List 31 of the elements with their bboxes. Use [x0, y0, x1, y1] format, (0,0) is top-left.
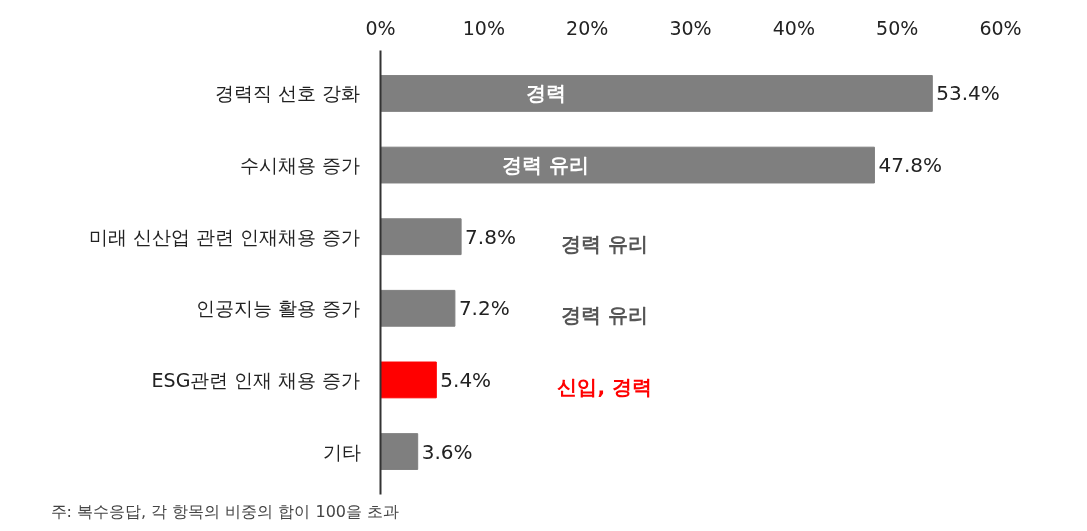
text: 주: 복수응답, 각 항목의 비중의 합이 100을 초과	[50, 501, 400, 521]
annotation: 경력 유리	[561, 303, 649, 328]
bar	[380, 146, 875, 184]
data-label: 7.8%	[465, 224, 516, 249]
bar	[380, 361, 437, 399]
y-tick-label: ESG관련 인재 채용 증가	[151, 368, 361, 391]
data-label: 3.6%	[421, 439, 473, 464]
x-tick-label: 20%	[566, 16, 609, 39]
bar	[380, 75, 933, 112]
data-label: 47.8%	[878, 153, 942, 178]
x-tick-label: 30%	[669, 16, 712, 39]
y-tick-label: 수시채용 증가	[240, 154, 361, 177]
data-label: 53.4%	[936, 81, 1000, 106]
annotation: 경력 유리	[502, 153, 590, 178]
y-tick-label: 인공지능 활용 증가	[196, 297, 361, 320]
data-label: 5.4%	[440, 367, 492, 392]
annotation: 신입, 경력	[557, 375, 653, 400]
y-tick-label: 미래 신산업 관련 인재채용 증가	[89, 225, 361, 248]
annotation: 경력	[525, 81, 566, 106]
bar	[380, 289, 456, 327]
annotation: 경력 유리	[561, 231, 649, 256]
x-tick-label: 60%	[979, 16, 1022, 39]
y-tick-label: 기타	[322, 440, 361, 463]
data-label: 7.2%	[458, 296, 510, 321]
x-tick-label: 10%	[462, 16, 505, 39]
x-tick-label: 0%	[365, 16, 396, 39]
x-tick-label: 40%	[772, 16, 815, 39]
y-tick-label: 경력직 선호 강화	[215, 82, 361, 105]
x-tick-label: 50%	[876, 16, 919, 39]
bar	[380, 218, 462, 256]
bar	[380, 433, 419, 470]
